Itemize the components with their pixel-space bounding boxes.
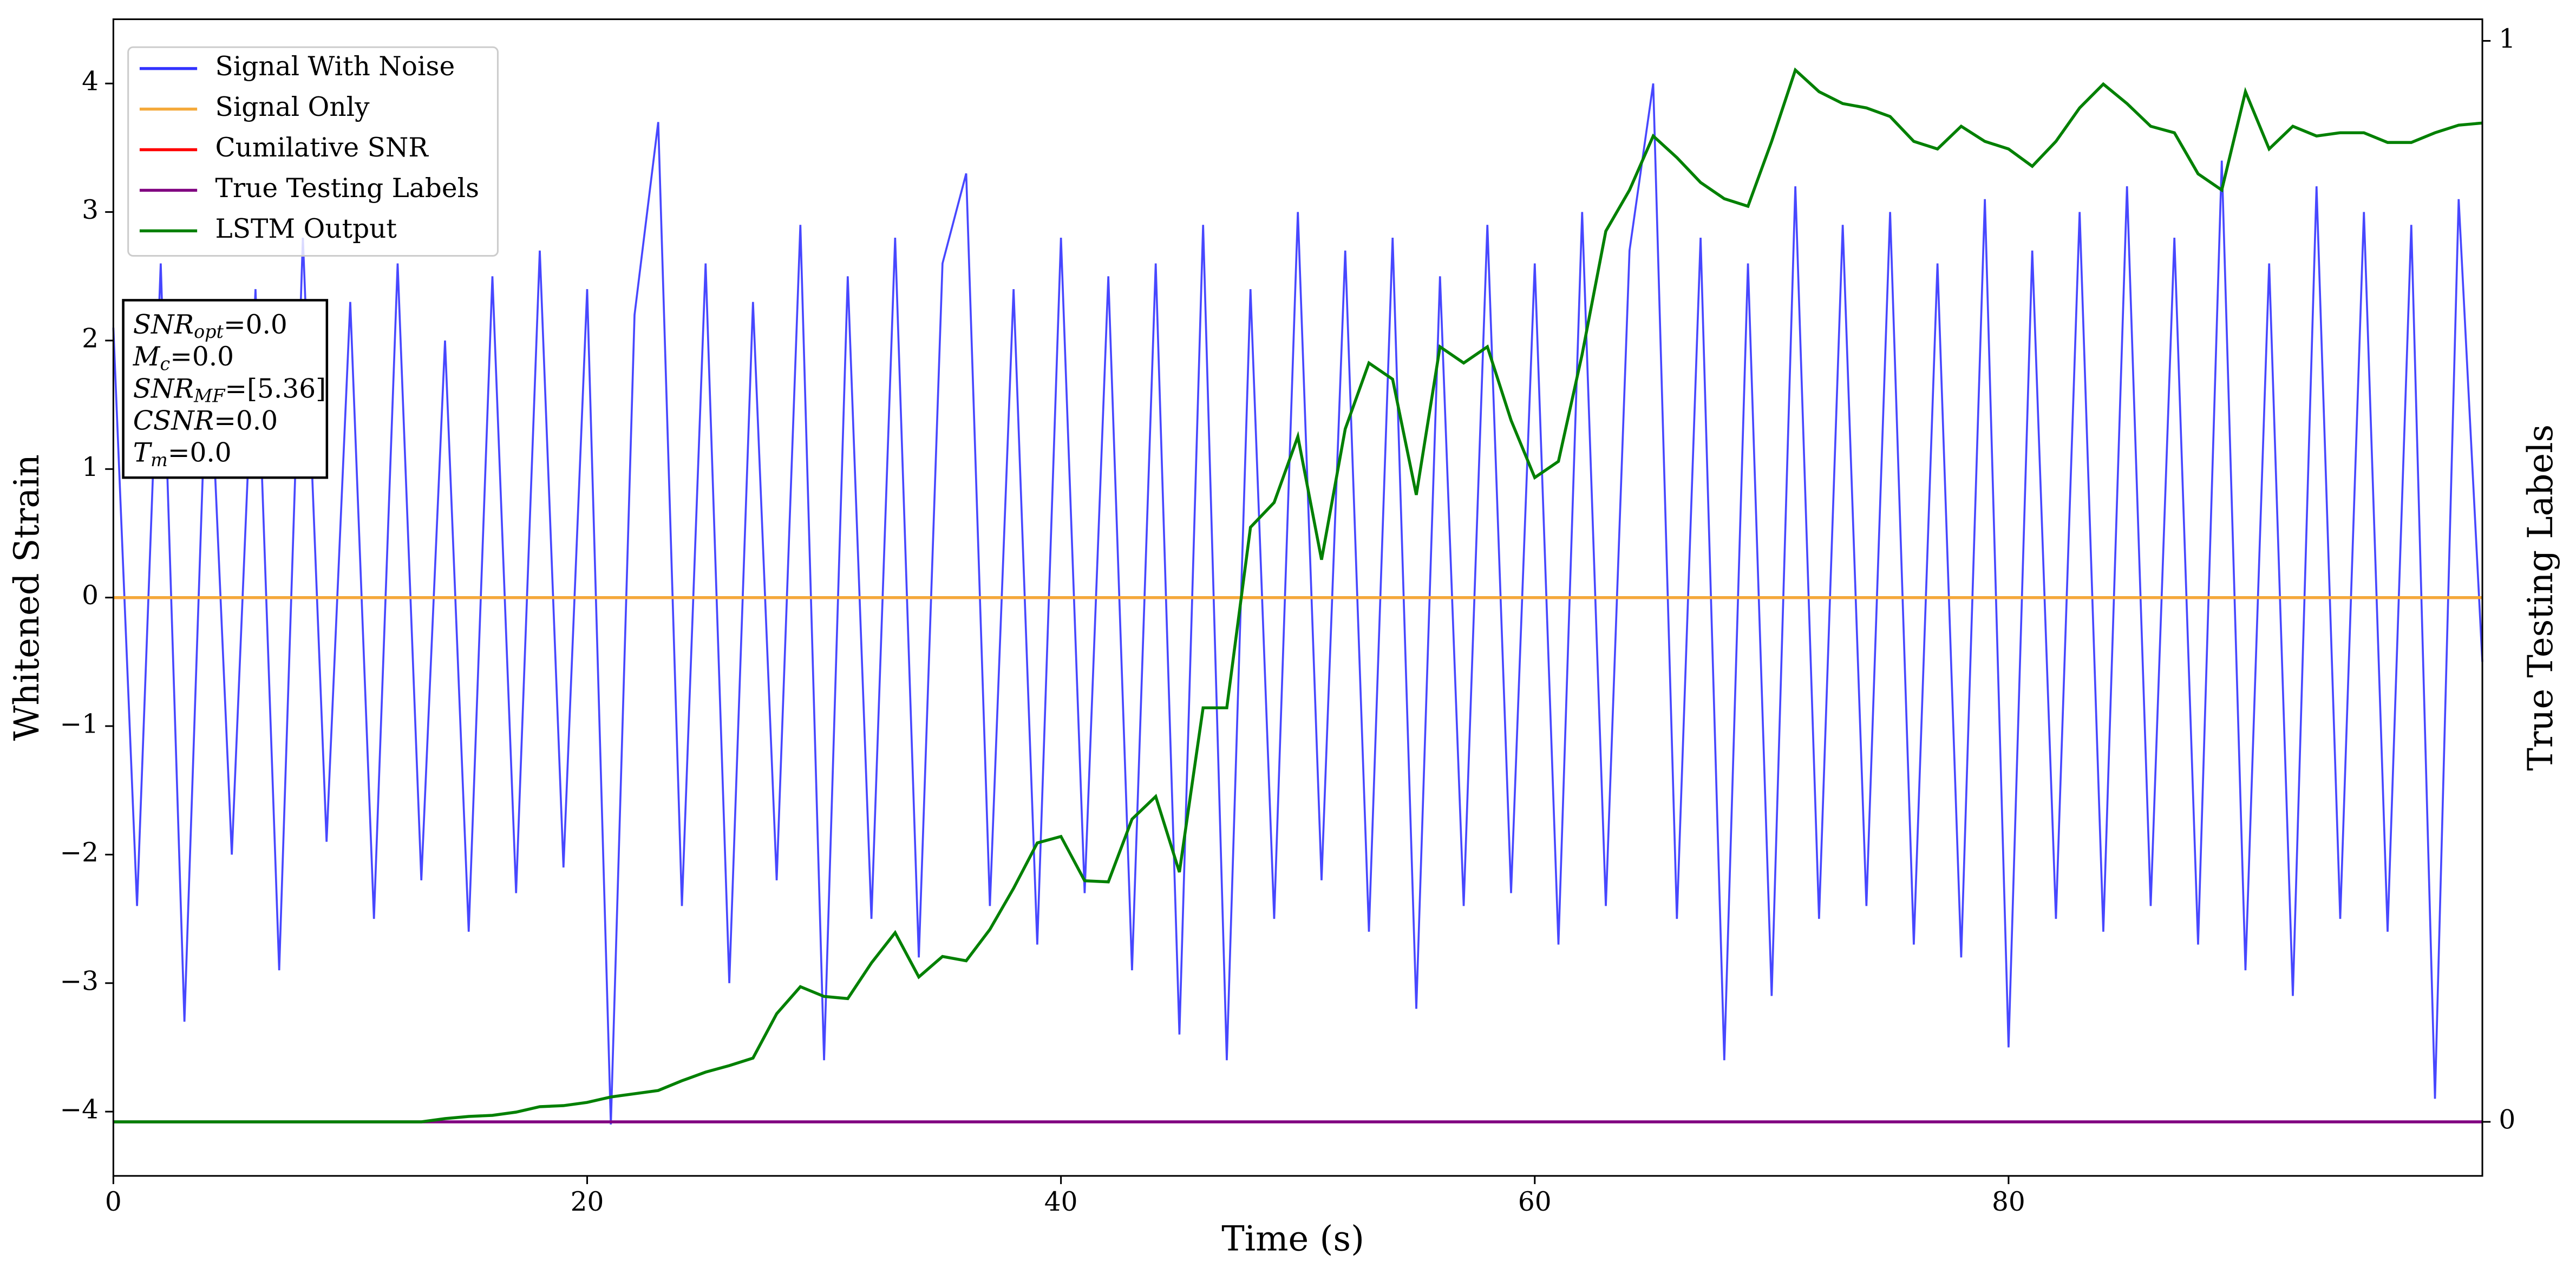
y2-axis-label: True Testing Labels [2521, 424, 2561, 771]
legend-label: Signal Only [215, 92, 370, 122]
annotation-line: CSNR=0.0 [133, 406, 278, 436]
annotation-subscript: m [151, 449, 168, 471]
annotation-symbol: T [133, 437, 153, 468]
annotation-line: Mc=0.0 [133, 342, 234, 375]
legend-label: Cumilative SNR [215, 133, 429, 163]
x-tick-label: 40 [1044, 1187, 1078, 1217]
annotation-value: =[5.36] [225, 374, 326, 404]
x-tick-label: 0 [105, 1187, 122, 1217]
y-axis-label: Whitened Strain [7, 454, 47, 741]
y-tick-label: −3 [60, 966, 99, 996]
annotation-value: =0.0 [214, 406, 278, 436]
annotation-symbol: M [133, 342, 161, 372]
annotation-box [122, 299, 329, 479]
annotation-line: SNRMF=[5.36] [133, 374, 326, 407]
legend-label: LSTM Output [215, 214, 397, 244]
annotation-subscript: opt [194, 321, 224, 342]
y2-tick-label: 1 [2499, 24, 2515, 54]
annotation-symbol: CSNR [133, 406, 214, 436]
x-tick-label: 60 [1518, 1187, 1552, 1217]
series-line [113, 67, 2483, 1123]
annotation-symbol: SNR [133, 374, 194, 404]
y-tick-label: −2 [60, 838, 99, 868]
annotation-value: =0.0 [224, 309, 287, 339]
y-tick-label: −1 [60, 709, 99, 740]
plot-frame [112, 18, 2483, 1177]
legend-box [127, 46, 499, 257]
y2-tick-label: 0 [2499, 1105, 2515, 1135]
x-tick-label: 80 [1992, 1187, 2025, 1217]
annotation-line: SNRopt=0.0 [133, 309, 287, 342]
y-tick-label: 4 [82, 67, 99, 97]
annotation-value: =0.0 [170, 342, 234, 372]
x-tick-label: 20 [571, 1187, 604, 1217]
y-tick-label: 1 [82, 452, 99, 482]
x-axis-label: Time (s) [1221, 1219, 1364, 1259]
annotation-symbol: SNR [133, 309, 194, 339]
y-tick-label: 3 [82, 195, 99, 225]
y-tick-label: 2 [82, 323, 99, 354]
y-tick-label: 0 [82, 580, 99, 611]
annotation-subscript: c [160, 353, 171, 374]
annotation-subscript: MF [193, 385, 226, 406]
series-line [112, 83, 2483, 1125]
annotation-value: =0.0 [168, 437, 232, 468]
y-tick-label: −4 [60, 1095, 99, 1125]
annotation-line: Tm=0.0 [133, 437, 232, 471]
legend-label: True Testing Labels [215, 173, 480, 204]
legend-label: Signal With Noise [215, 51, 455, 82]
